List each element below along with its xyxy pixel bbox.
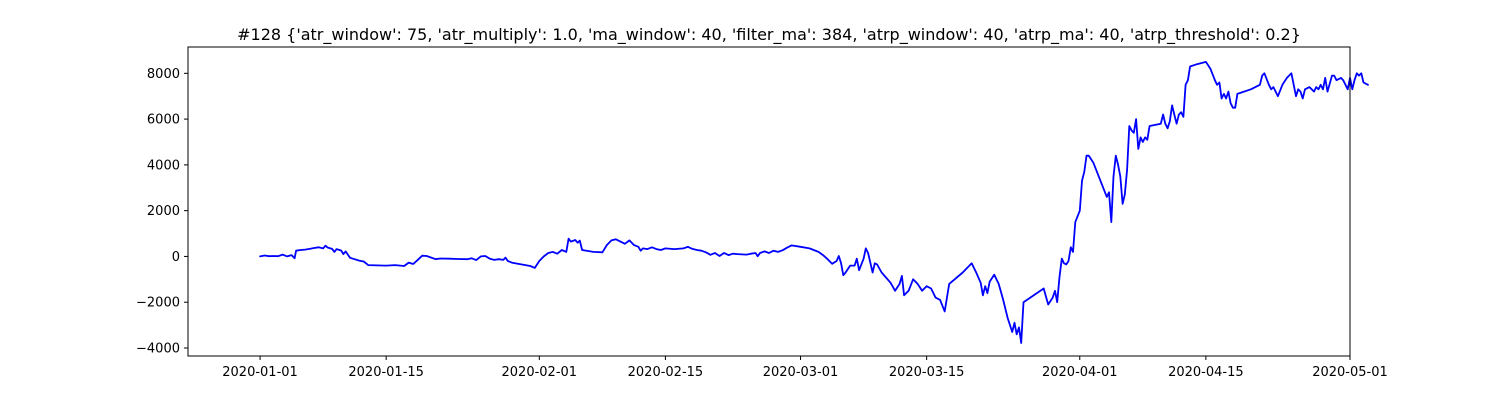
x-tick-label: 2020-01-15	[348, 365, 424, 380]
y-tick-label: 6000	[147, 113, 180, 128]
y-tick-label: 8000	[147, 67, 180, 82]
series-line	[259, 61, 1369, 344]
y-tick-label: 0	[172, 250, 180, 265]
y-axis: −4000 −2000 0 2000 4000 6000 8000	[136, 67, 188, 356]
y-tick-label: −2000	[136, 296, 180, 311]
chart-title: #128 {'atr_window': 75, 'atr_multiply': …	[237, 25, 1301, 45]
x-tick-label: 2020-04-15	[1168, 365, 1244, 380]
y-tick-label: −4000	[136, 341, 180, 356]
y-tick-label: 4000	[147, 158, 180, 173]
y-tick-label: 2000	[147, 204, 180, 219]
x-tick-label: 2020-02-01	[502, 365, 578, 380]
x-axis: 2020-01-01 2020-01-15 2020-02-01 2020-02-15…	[222, 356, 1388, 380]
x-tick-label: 2020-02-15	[628, 365, 704, 380]
x-tick-label: 2020-03-01	[763, 365, 839, 380]
x-tick-label: 2020-05-01	[1312, 365, 1388, 380]
x-tick-label: 2020-01-01	[222, 365, 298, 380]
x-tick-label: 2020-03-15	[889, 365, 965, 380]
plot-frame	[187, 46, 1351, 357]
series-layer	[259, 61, 1369, 344]
x-tick-label: 2020-04-01	[1042, 365, 1118, 380]
